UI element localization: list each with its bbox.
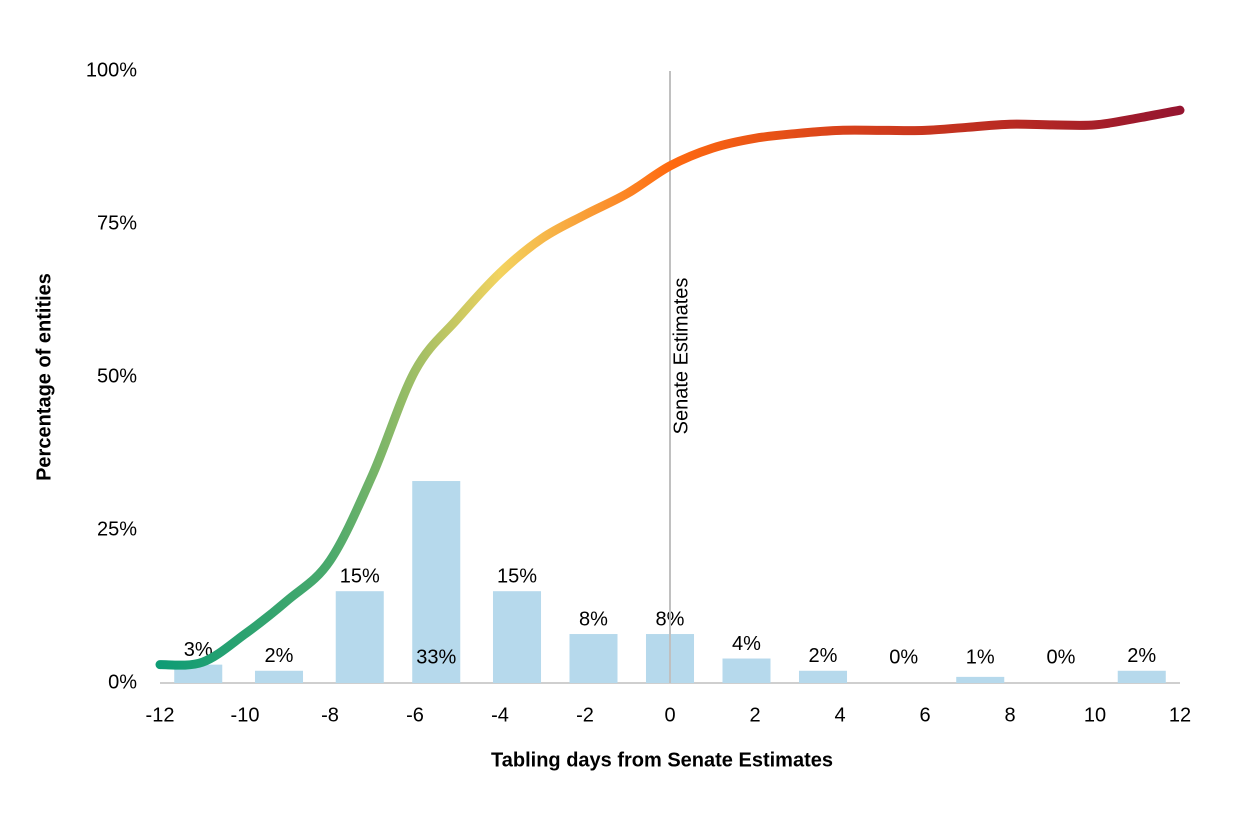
y-tick-label: 25% [97, 518, 137, 540]
x-tick-label: 10 [1084, 704, 1106, 726]
x-tick-label: -12 [146, 704, 175, 726]
x-tick-label: 0 [664, 704, 675, 726]
y-tick-label: 50% [97, 365, 137, 387]
x-tick-label: 2 [749, 704, 760, 726]
reference-label: Senate Estimates [670, 278, 692, 435]
data-label: 15% [497, 565, 537, 587]
x-tick-label: -4 [491, 704, 509, 726]
x-tick-label: -8 [321, 704, 339, 726]
data-label: 2% [809, 645, 838, 667]
bar [569, 634, 618, 683]
data-label: 1% [966, 646, 995, 668]
data-label: 8% [579, 608, 608, 630]
x-tick-label: -2 [576, 704, 594, 726]
data-label: 4% [732, 633, 761, 655]
bar [492, 591, 542, 683]
x-tick-label: -10 [231, 704, 260, 726]
x-tick-label: -6 [406, 704, 424, 726]
data-label: 33% [416, 646, 456, 668]
y-tick-label: 0% [108, 671, 137, 693]
bar [254, 670, 304, 683]
data-label: 0% [889, 646, 918, 668]
bar [956, 676, 1005, 683]
bar [798, 670, 848, 683]
x-tick-label: 8 [1004, 704, 1015, 726]
bar [1117, 670, 1166, 683]
data-label: 15% [340, 565, 380, 587]
x-tick-label: 12 [1169, 704, 1191, 726]
data-label: 0% [1047, 646, 1076, 668]
data-label: 2% [1127, 645, 1156, 667]
x-axis-title: Tabling days from Senate Estimates [491, 749, 833, 771]
data-label: 3% [184, 639, 213, 661]
y-tick-label: 75% [97, 212, 137, 234]
cumulative-line [155, 105, 1185, 670]
data-label: 2% [265, 645, 294, 667]
bar [335, 591, 384, 683]
x-tick-label: 6 [919, 704, 930, 726]
bar [722, 658, 771, 683]
x-tick-label: 4 [834, 704, 845, 726]
y-axis-title: Percentage of entities [33, 273, 55, 481]
y-tick-label: 100% [86, 59, 137, 81]
bar [412, 481, 461, 683]
